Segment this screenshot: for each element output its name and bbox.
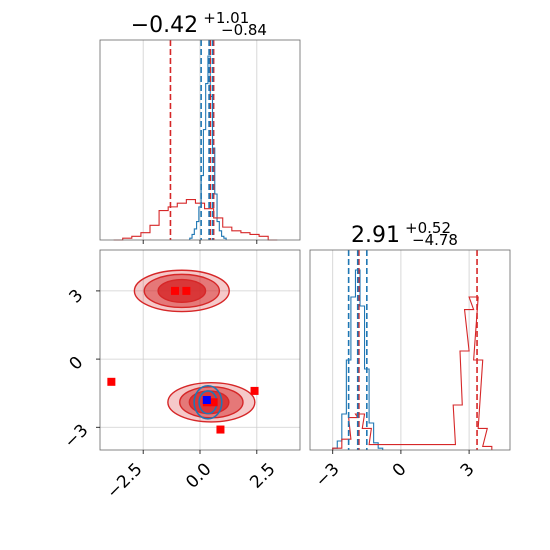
grid-lines [100,40,470,450]
title-param1-sub: −0.84 [221,21,267,39]
xtick-label-param2-1: 0 [389,459,411,481]
hist-param1-blue [189,55,227,240]
hist-param2-red [332,296,493,450]
tick-marks [96,240,470,454]
marker-red-6 [250,386,259,395]
ytick-label-param2-1: 0 [66,353,88,375]
title-param1: −0.42 +1.01 [131,9,249,38]
contour-red-2 [157,278,207,303]
title-param1-main: −0.42 [131,13,198,38]
ytick-label-param2-0: 3 [66,286,88,308]
marker-blue-0 [202,396,211,404]
xtick-label-param1-1: 0.0 [182,459,215,492]
marker-red-1 [182,286,191,295]
marker-layer [107,286,259,434]
panel-frame-param2-hist [309,249,511,451]
ytick-label-param2-2: −3 [61,421,93,453]
hist-param1-red [113,198,278,241]
title-param2-sup: +0.52 [405,219,451,237]
title-param2-sub: −4.78 [412,231,458,249]
marker-red-2 [107,377,116,386]
marker-red-5 [216,425,225,434]
marker-red-0 [171,286,179,295]
xtick-label-param1-2: 2.5 [246,459,279,492]
xtick-label-param2-0: −3 [312,459,344,491]
quantile-lines [169,40,478,450]
title-param2: 2.91 +0.52 [351,219,451,248]
contour-blue-0 [193,384,223,420]
title-param2-main: 2.91 [351,223,400,248]
contour-layer [133,269,256,423]
xtick-label-param2-2: 3 [457,459,479,481]
marker-red-4 [209,398,218,407]
xtick-label-param1-0: −2.5 [103,459,146,502]
title-param1-sup: +1.01 [203,9,249,27]
